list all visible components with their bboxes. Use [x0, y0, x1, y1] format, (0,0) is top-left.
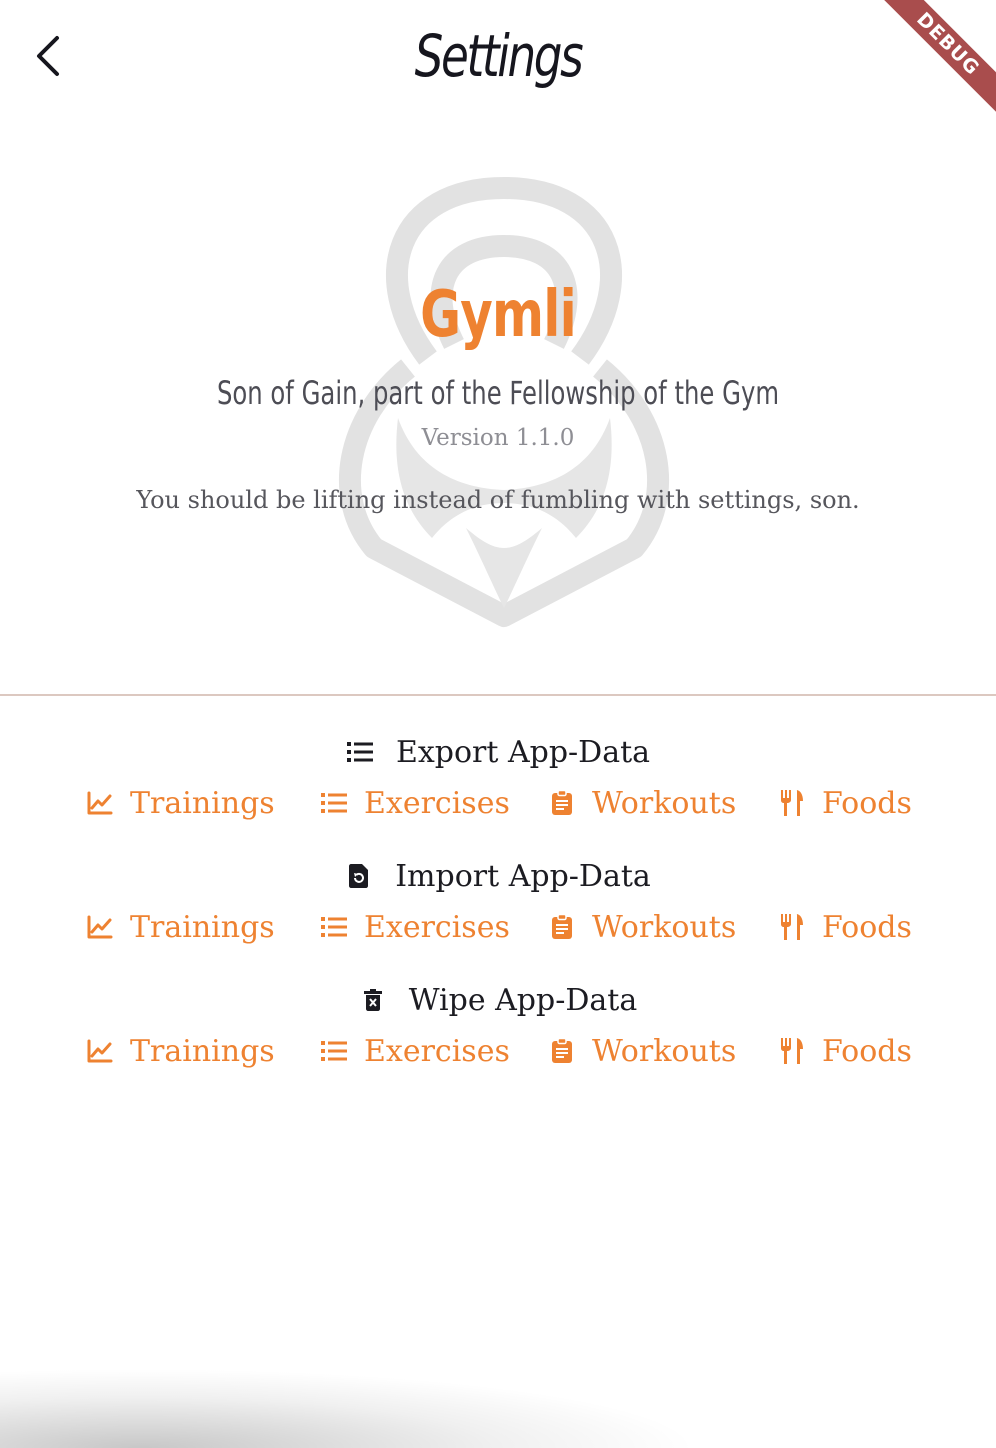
wipe-header: Wipe App-Data — [0, 978, 996, 1022]
clipboard-icon — [548, 789, 576, 817]
exercises-label: Exercises — [364, 785, 510, 821]
kettlebell-logo-watermark — [338, 177, 670, 627]
exercises-label: Exercises — [364, 909, 510, 945]
workouts-label: Workouts — [592, 909, 737, 945]
import-exercises-button[interactable]: Exercises — [320, 902, 510, 952]
wipe-label: Wipe App-Data — [408, 982, 638, 1018]
wipe-foods-button[interactable]: Foods — [778, 1026, 912, 1076]
clipboard-icon — [548, 1037, 576, 1065]
export-trainings-button[interactable]: Trainings — [86, 778, 275, 828]
app-bar: Settings — [0, 0, 996, 120]
list-icon — [320, 789, 348, 817]
wipe-trainings-button[interactable]: Trainings — [86, 1026, 275, 1076]
trainings-label: Trainings — [130, 1033, 275, 1069]
app-tagline: Son of Gain, part of the Fellowship of t… — [216, 374, 780, 412]
foods-label: Foods — [822, 1033, 912, 1069]
export-header: Export App-Data — [0, 730, 996, 774]
app-name: Gymli — [420, 278, 577, 352]
list-icon — [346, 738, 374, 766]
chart-line-icon — [86, 1037, 114, 1065]
wipe-workouts-button[interactable]: Workouts — [548, 1026, 736, 1076]
app-info: Gymli Son of Gain, part of the Fellowshi… — [0, 160, 996, 640]
exercises-label: Exercises — [364, 1033, 510, 1069]
chart-line-icon — [86, 789, 114, 817]
chart-line-icon — [86, 913, 114, 941]
app-version: Version 1.1.0 — [421, 425, 575, 451]
foods-label: Foods — [822, 909, 912, 945]
import-label: Import App-Data — [395, 858, 651, 894]
workouts-label: Workouts — [592, 1033, 737, 1069]
settings-note: You should be lifting instead of fumblin… — [136, 486, 860, 514]
list-icon — [320, 1037, 348, 1065]
bottom-shadow — [0, 1368, 700, 1448]
chevron-left-icon — [37, 36, 59, 76]
import-trainings-button[interactable]: Trainings — [86, 902, 275, 952]
export-foods-button[interactable]: Foods — [778, 778, 912, 828]
restaurant-icon — [778, 913, 806, 941]
divider — [0, 694, 996, 696]
restaurant-icon — [778, 789, 806, 817]
export-workouts-button[interactable]: Workouts — [548, 778, 736, 828]
clipboard-icon — [548, 913, 576, 941]
delete-icon — [359, 986, 387, 1014]
export-exercises-button[interactable]: Exercises — [320, 778, 510, 828]
trainings-label: Trainings — [130, 785, 275, 821]
wipe-exercises-button[interactable]: Exercises — [320, 1026, 510, 1076]
import-header: Import App-Data — [0, 854, 996, 898]
workouts-label: Workouts — [592, 785, 737, 821]
list-icon — [320, 913, 348, 941]
page-title: Settings — [414, 22, 584, 90]
trainings-label: Trainings — [130, 909, 275, 945]
file-restore-icon — [345, 862, 373, 890]
import-workouts-button[interactable]: Workouts — [548, 902, 736, 952]
restaurant-icon — [778, 1037, 806, 1065]
back-button[interactable] — [20, 26, 76, 86]
import-foods-button[interactable]: Foods — [778, 902, 912, 952]
foods-label: Foods — [822, 785, 912, 821]
export-label: Export App-Data — [395, 734, 651, 770]
